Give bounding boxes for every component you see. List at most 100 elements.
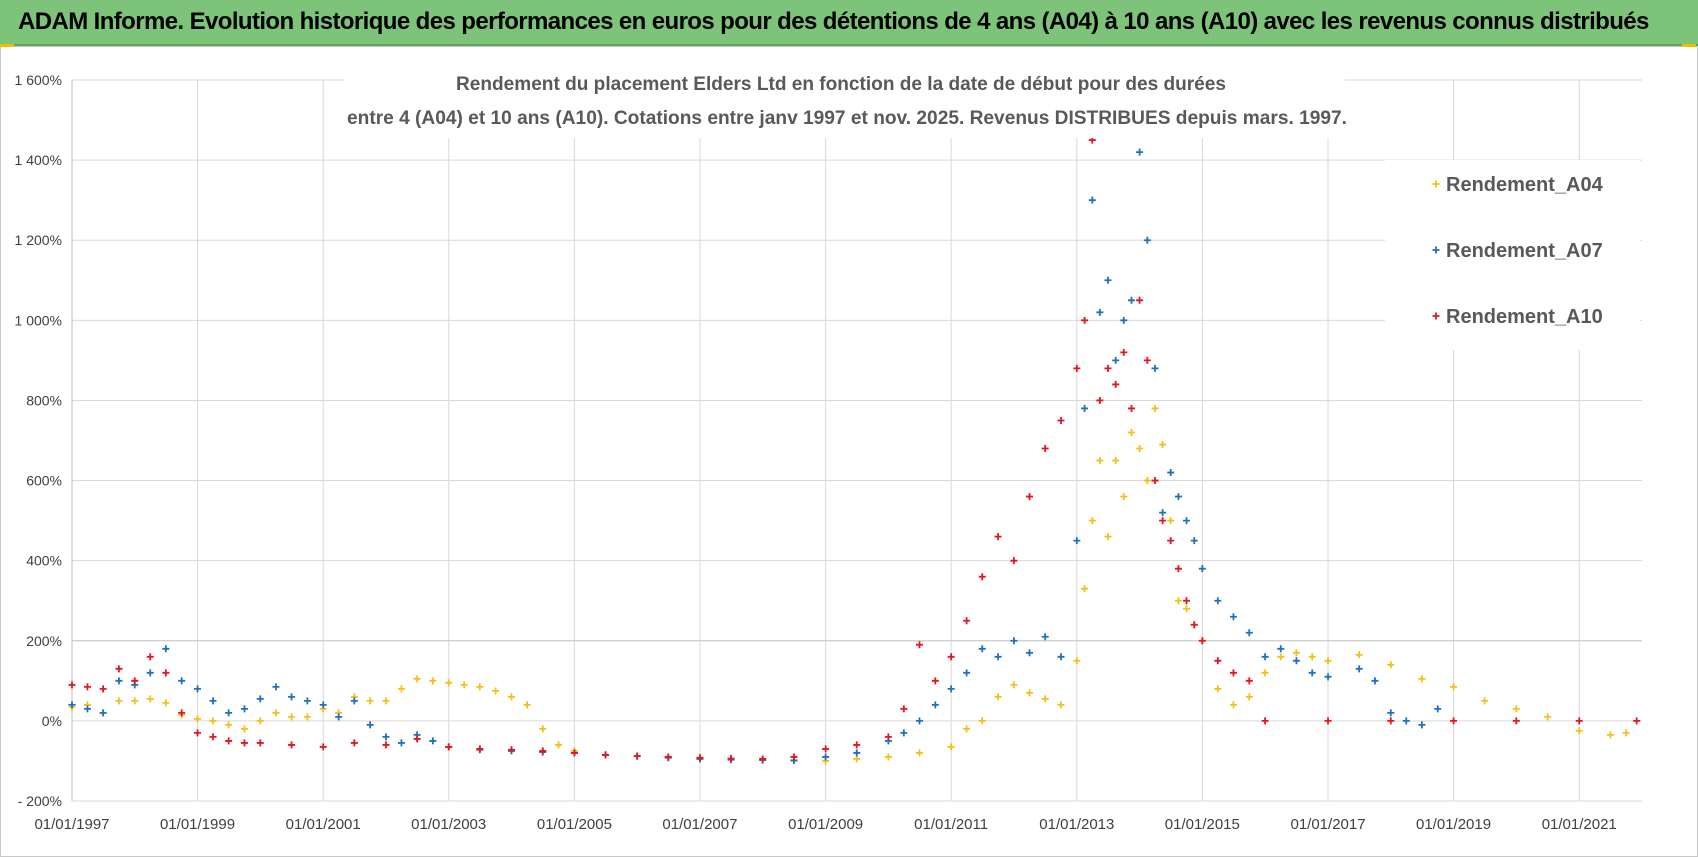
data-point — [225, 721, 233, 729]
data-point — [131, 677, 139, 685]
data-point — [1245, 629, 1253, 637]
data-points — [68, 136, 1641, 765]
data-point — [1057, 416, 1065, 424]
data-point — [1355, 665, 1363, 673]
data-point — [350, 697, 358, 705]
data-point — [194, 715, 202, 723]
data-point — [1120, 493, 1128, 501]
x-tick-label: 01/01/1997 — [34, 816, 109, 833]
data-point — [1096, 457, 1104, 465]
legend-marker — [1432, 312, 1440, 320]
y-tick-label: 1 000% — [15, 312, 62, 328]
data-point — [240, 705, 248, 713]
x-tick-label: 01/01/1999 — [160, 816, 235, 833]
data-point — [162, 669, 170, 677]
data-point — [194, 729, 202, 737]
legend-label: Rendement_A04 — [1446, 174, 1604, 196]
data-point — [1183, 517, 1191, 525]
data-point — [476, 745, 484, 753]
x-tick-label: 01/01/2013 — [1039, 816, 1114, 833]
data-point — [256, 739, 264, 747]
data-point — [1402, 717, 1410, 725]
data-point — [994, 533, 1002, 541]
data-point — [319, 743, 327, 751]
data-point — [162, 645, 170, 653]
x-tick-label: 01/01/2017 — [1290, 816, 1365, 833]
data-point — [194, 685, 202, 693]
data-point — [1214, 657, 1222, 665]
data-point — [303, 713, 311, 721]
data-point — [209, 697, 217, 705]
data-point — [1010, 637, 1018, 645]
data-point — [900, 705, 908, 713]
data-point — [1214, 597, 1222, 605]
x-tick-label: 01/01/2001 — [286, 816, 361, 833]
data-point — [947, 653, 955, 661]
data-point — [1010, 681, 1018, 689]
data-point — [397, 685, 405, 693]
data-point — [1112, 356, 1120, 364]
data-point — [1081, 316, 1089, 324]
data-point — [963, 617, 971, 625]
data-point — [1261, 669, 1269, 677]
data-point — [963, 669, 971, 677]
data-point — [1151, 404, 1159, 412]
data-point — [1143, 236, 1151, 244]
x-axis-ticks: 01/01/1997 01/01/1999 01/01/2001 01/01/2003… — [34, 816, 1616, 833]
data-point — [350, 739, 358, 747]
data-point — [916, 717, 924, 725]
data-point — [1112, 457, 1120, 465]
data-point — [539, 747, 547, 755]
data-point — [1434, 705, 1442, 713]
data-point — [99, 685, 107, 693]
data-point — [335, 713, 343, 721]
data-point — [853, 749, 861, 757]
series-Rendement_A10 — [68, 136, 1641, 763]
data-point — [1057, 653, 1065, 661]
data-point — [1308, 669, 1316, 677]
data-point — [445, 679, 453, 687]
data-point — [1159, 441, 1167, 449]
data-point — [978, 717, 986, 725]
data-point — [256, 717, 264, 725]
data-point — [256, 695, 264, 703]
data-point — [1136, 296, 1144, 304]
data-point — [1167, 469, 1175, 477]
y-tick-label: 600% — [26, 473, 62, 489]
legend-label: Rendement_A10 — [1446, 306, 1603, 328]
data-point — [460, 681, 468, 689]
data-point — [413, 675, 421, 683]
data-point — [146, 669, 154, 677]
data-point — [1198, 637, 1206, 645]
data-point — [1245, 693, 1253, 701]
data-point — [931, 701, 939, 709]
data-point — [507, 746, 515, 754]
data-point — [1136, 445, 1144, 453]
data-point — [1174, 493, 1182, 501]
data-point — [1308, 653, 1316, 661]
data-point — [853, 741, 861, 749]
data-point — [1512, 705, 1520, 713]
data-point — [570, 749, 578, 757]
legend-marker — [1432, 180, 1440, 188]
data-point — [397, 739, 405, 747]
series-Rendement_A04 — [68, 404, 1630, 765]
data-point — [1261, 717, 1269, 725]
data-point — [947, 685, 955, 693]
chart-title: Rendement du placement Elders Ltd en fon… — [456, 74, 1226, 95]
data-point — [1104, 364, 1112, 372]
data-point — [115, 697, 123, 705]
data-point — [1041, 695, 1049, 703]
data-point — [1190, 621, 1198, 629]
data-point — [1575, 727, 1583, 735]
data-point — [1159, 509, 1167, 517]
data-point — [1081, 404, 1089, 412]
data-point — [1292, 649, 1300, 657]
data-point — [1355, 651, 1363, 659]
data-point — [978, 645, 986, 653]
data-point — [1190, 537, 1198, 545]
data-point — [1512, 717, 1520, 725]
y-tick-label: 1 200% — [15, 232, 62, 248]
data-point — [162, 699, 170, 707]
data-point — [68, 681, 76, 689]
